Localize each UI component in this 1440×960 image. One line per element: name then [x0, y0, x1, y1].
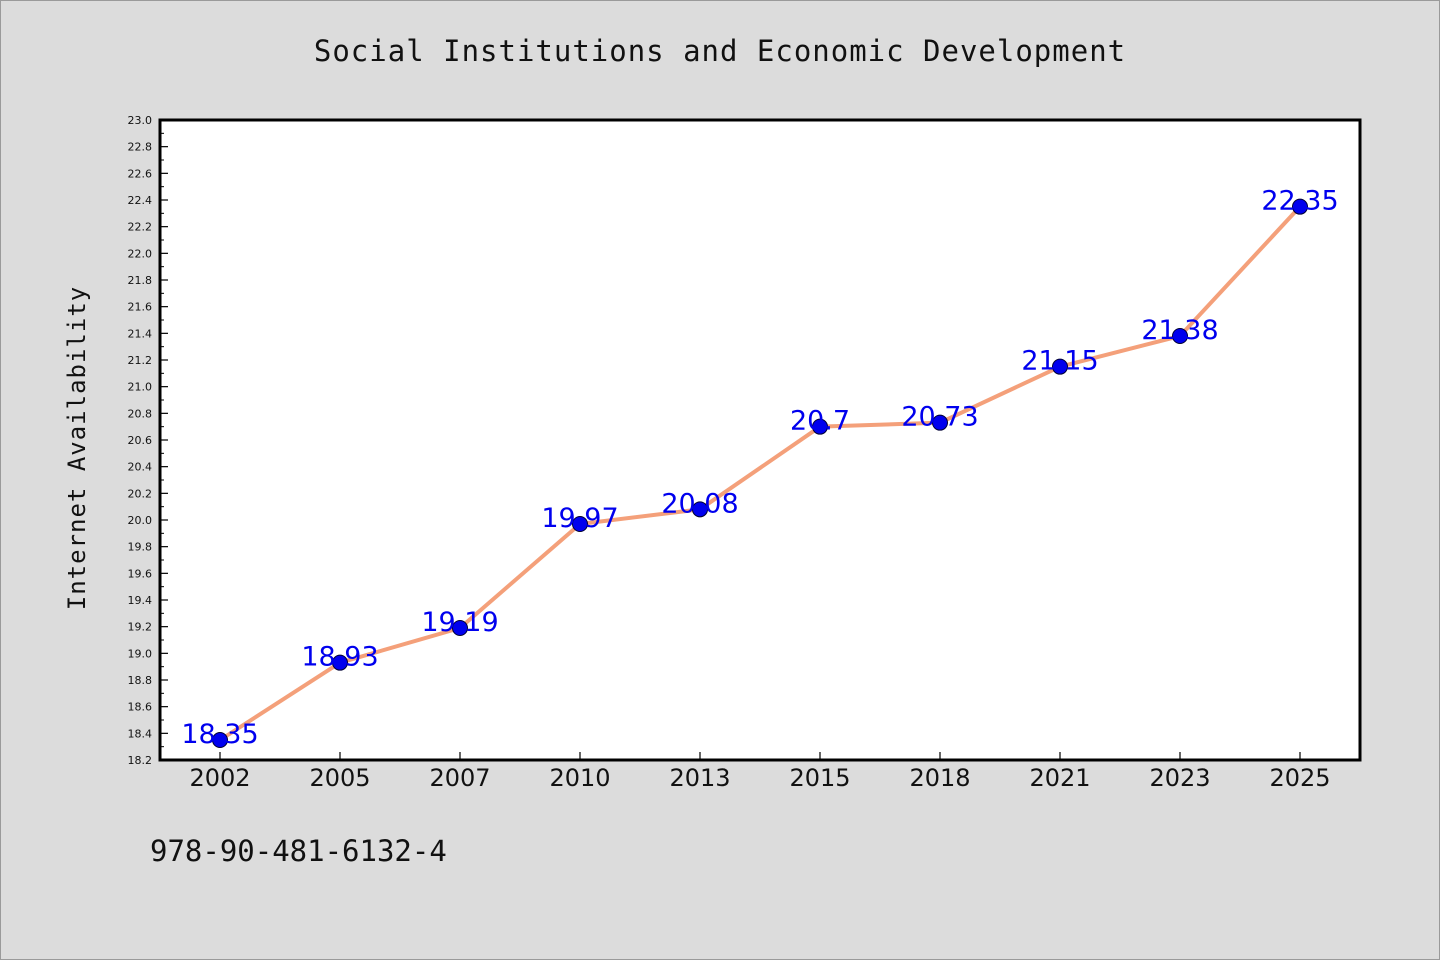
y-tick-label: 18.4	[128, 727, 153, 740]
x-tick-label: 2007	[429, 764, 490, 792]
y-tick-label: 19.6	[128, 567, 153, 580]
data-point	[572, 516, 588, 532]
x-tick-label: 2005	[309, 764, 370, 792]
x-tick-label: 2013	[669, 764, 730, 792]
data-label: 18.35	[181, 719, 258, 750]
x-tick-label: 2002	[189, 764, 250, 792]
data-label: 20.73	[901, 402, 978, 433]
y-tick-label: 19.8	[128, 541, 153, 554]
y-tick-label: 19.0	[128, 647, 153, 660]
data-label: 18.93	[301, 642, 378, 673]
y-tick-label: 21.4	[128, 327, 153, 340]
y-tick-label: 20.4	[128, 461, 153, 474]
isbn-text: 978-90-481-6132-4	[150, 834, 447, 868]
y-tick-label: 20.0	[128, 514, 153, 527]
series-layer	[212, 198, 1308, 748]
y-tick-label: 21.8	[128, 274, 153, 287]
x-tick-label: 2023	[1149, 764, 1210, 792]
y-tick-label: 19.2	[128, 621, 153, 634]
x-tick-label: 2015	[789, 764, 850, 792]
y-tick-label: 21.2	[128, 354, 153, 367]
y-tick-label: 22.0	[128, 247, 153, 260]
x-axis: 2002 2005 2007 2010 2013 2015 2018 2021 2023 2025	[189, 752, 1331, 792]
data-label: 19.97	[541, 503, 618, 534]
data-label: 20.7	[790, 406, 850, 437]
y-tick-label: 20.8	[128, 407, 153, 420]
y-tick-label: 19.4	[128, 594, 153, 607]
y-tick-label: 22.8	[128, 141, 153, 154]
plot-area	[158, 118, 1362, 762]
data-point	[1052, 358, 1068, 375]
x-tick-label: 2018	[909, 764, 970, 792]
data-point	[212, 732, 228, 748]
y-tick-label: 22.2	[128, 221, 153, 234]
data-point	[812, 418, 828, 435]
y-tick-label: 21.0	[128, 381, 153, 394]
y-tick-label: 20.2	[128, 487, 153, 500]
y-axis: 18.2 18.4 18.6 18.8 19.0 19.2 19.4 19.6 19.8 20.0…	[128, 114, 168, 767]
x-tick-label: 2025	[1269, 764, 1330, 792]
data-label: 22.35	[1261, 186, 1338, 217]
data-point	[692, 501, 708, 518]
data-point	[1292, 198, 1308, 215]
data-labels: 18.35 18.93 19.19 19.97 20.08 20.7 20.73 21.15 2…	[181, 186, 1338, 750]
x-tick-label: 2021	[1029, 764, 1090, 792]
data-label: 19.19	[421, 607, 498, 638]
data-point	[332, 654, 348, 671]
y-tick-label: 23.0	[128, 114, 153, 127]
y-tick-label: 21.6	[128, 301, 153, 314]
data-label: 21.15	[1021, 346, 1098, 377]
data-point	[932, 414, 948, 431]
y-tick-label: 20.6	[128, 434, 153, 447]
y-tick-label: 22.6	[128, 167, 153, 180]
x-tick-label: 2010	[549, 764, 610, 792]
data-label: 20.08	[661, 488, 738, 519]
y-tick-label: 22.4	[128, 194, 153, 207]
chart-title: Social Institutions and Economic Develop…	[313, 34, 1127, 68]
y-tick-label: 18.6	[128, 701, 153, 714]
y-tick-label: 18.2	[128, 754, 153, 767]
data-label: 21.38	[1141, 315, 1218, 346]
data-point	[1172, 328, 1188, 344]
y-tick-label: 18.8	[128, 674, 153, 687]
data-point	[452, 620, 468, 636]
series-line	[218, 204, 1302, 742]
